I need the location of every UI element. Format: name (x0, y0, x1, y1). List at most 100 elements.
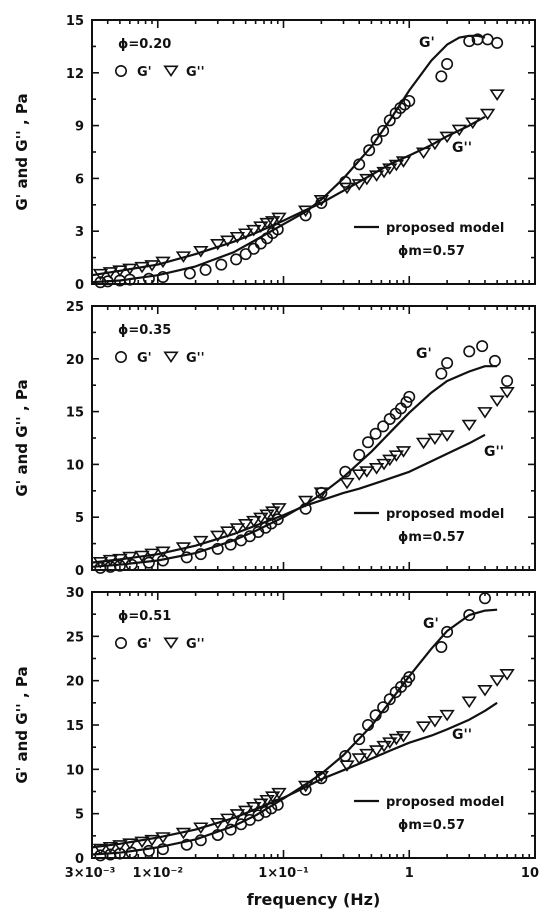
data-point-g-double-prime (461, 419, 477, 432)
data-point-g-prime (224, 538, 237, 551)
x-tick-label: 3×10⁻³ (65, 866, 116, 881)
data-point-g-double-prime (499, 669, 515, 681)
legend-triangle-icon (163, 65, 179, 78)
phi-label: ϕ=0.35 (118, 323, 171, 338)
data-point-g-double-prime (237, 805, 254, 818)
data-point-g-prime (463, 609, 476, 622)
data-point-g-double-prime (351, 179, 367, 191)
data-point-g-double-prime (359, 466, 375, 478)
legend-gp-label: G' (137, 351, 152, 366)
x-tick-label: 1×10⁻¹ (258, 866, 309, 881)
data-point-g-double-prime (92, 268, 109, 281)
y-axis-title: G' and G'' , Pa (13, 93, 31, 210)
data-point-g-double-prime (427, 716, 443, 728)
y-tick-label: 6 (75, 172, 84, 187)
data-point-g-prime (478, 592, 491, 605)
data-point-g-double-prime (477, 407, 493, 419)
data-point-g-double-prime (368, 170, 385, 182)
phi-label: ϕ=0.20 (118, 37, 171, 52)
data-point-g-prime (315, 772, 328, 785)
legend-gpp-label: G'' (186, 351, 205, 366)
data-point-g-prime (224, 823, 237, 836)
data-point-g-double-prime (210, 239, 226, 251)
data-point-g-prime (199, 263, 212, 276)
data-point-g-prime (183, 267, 196, 280)
data-point-g-prime (299, 502, 312, 515)
data-point-g-prime (113, 559, 126, 572)
data-point-g-double-prime (395, 731, 412, 743)
phi-label: ϕ=0.51 (118, 609, 171, 624)
x-axis-title: frequency (Hz) (247, 890, 381, 909)
data-point-g-double-prime (155, 832, 171, 844)
data-point-g-prime (194, 834, 207, 847)
data-point-g-prime (211, 542, 224, 555)
data-point-g-double-prime (175, 251, 192, 263)
data-point-g-double-prime (439, 430, 455, 442)
x-tick-label: 1 (405, 866, 414, 881)
data-point-g-double-prime (489, 675, 505, 687)
legend-circle-icon (115, 636, 128, 649)
data-point-g-double-prime (395, 156, 412, 168)
data-point-g-prime (377, 420, 390, 433)
data-point-g-double-prime (427, 138, 443, 151)
data-point-g-prime (403, 390, 416, 403)
series-g-double-prime (92, 669, 515, 856)
data-point-g-prime (142, 272, 155, 285)
data-point-g-double-prime (479, 108, 496, 121)
data-point-g-double-prime (351, 753, 367, 765)
y-tick-label: 20 (66, 675, 84, 690)
data-point-g-prime (299, 209, 312, 222)
data-point-g-prime (353, 448, 366, 461)
data-point-g-double-prime (499, 387, 515, 399)
data-point-g-prime (271, 798, 284, 811)
series-g-double-prime (92, 89, 505, 281)
data-point-g-prime (125, 846, 138, 859)
data-point-g-double-prime (376, 166, 392, 179)
legend-triangle-icon (163, 637, 179, 650)
series-g-double-prime (92, 387, 515, 569)
phi-m-label: ϕm=0.57 (398, 244, 465, 259)
data-point-g-prime (194, 548, 207, 561)
data-point-g-double-prime (297, 495, 314, 508)
data-point-g-double-prime (388, 159, 405, 172)
data-point-g-double-prime (313, 771, 330, 783)
data-point-g-prime (362, 436, 375, 449)
data-point-g-double-prime (465, 117, 481, 130)
y-tick-label: 15 (66, 406, 84, 421)
data-point-g-double-prime (246, 802, 262, 814)
y-tick-label: 25 (66, 630, 84, 645)
legend-gpp-label: G'' (186, 65, 205, 80)
data-point-g-double-prime (339, 760, 355, 772)
data-point-g-double-prime (237, 519, 254, 531)
data-point-g-prime (142, 556, 155, 569)
legend-circle-icon (115, 350, 128, 363)
data-point-g-double-prime (210, 530, 226, 543)
data-point-g-double-prime (368, 463, 385, 475)
data-point-g-prime (156, 270, 169, 283)
series-g-prime (94, 340, 514, 574)
y-tick-label: 5 (75, 511, 84, 526)
data-point-g-prime (369, 709, 382, 722)
data-point-g-prime (101, 275, 114, 288)
data-point-g-double-prime (368, 745, 385, 757)
data-point-g-prime (403, 671, 416, 684)
data-point-g-double-prime (220, 235, 236, 248)
data-point-g-prime (377, 124, 390, 137)
data-point-g-double-prime (229, 231, 246, 244)
data-point-g-double-prime (376, 458, 392, 471)
data-point-g-double-prime (259, 794, 275, 807)
y-tick-label: 9 (75, 120, 84, 135)
data-point-g-prime (180, 551, 193, 564)
data-point-g-double-prime (264, 506, 281, 518)
data-point-g-double-prime (259, 509, 275, 522)
data-point-g-prime (362, 718, 375, 731)
data-point-g-prime (94, 276, 107, 289)
data-point-g-double-prime (237, 228, 254, 240)
model-curve-g-double-prime (91, 433, 486, 564)
data-point-g-double-prime (122, 551, 138, 564)
data-point-g-prime (383, 693, 396, 706)
data-point-g-prime (476, 340, 489, 353)
data-point-g-prime (271, 223, 284, 236)
data-point-g-prime (353, 158, 366, 171)
